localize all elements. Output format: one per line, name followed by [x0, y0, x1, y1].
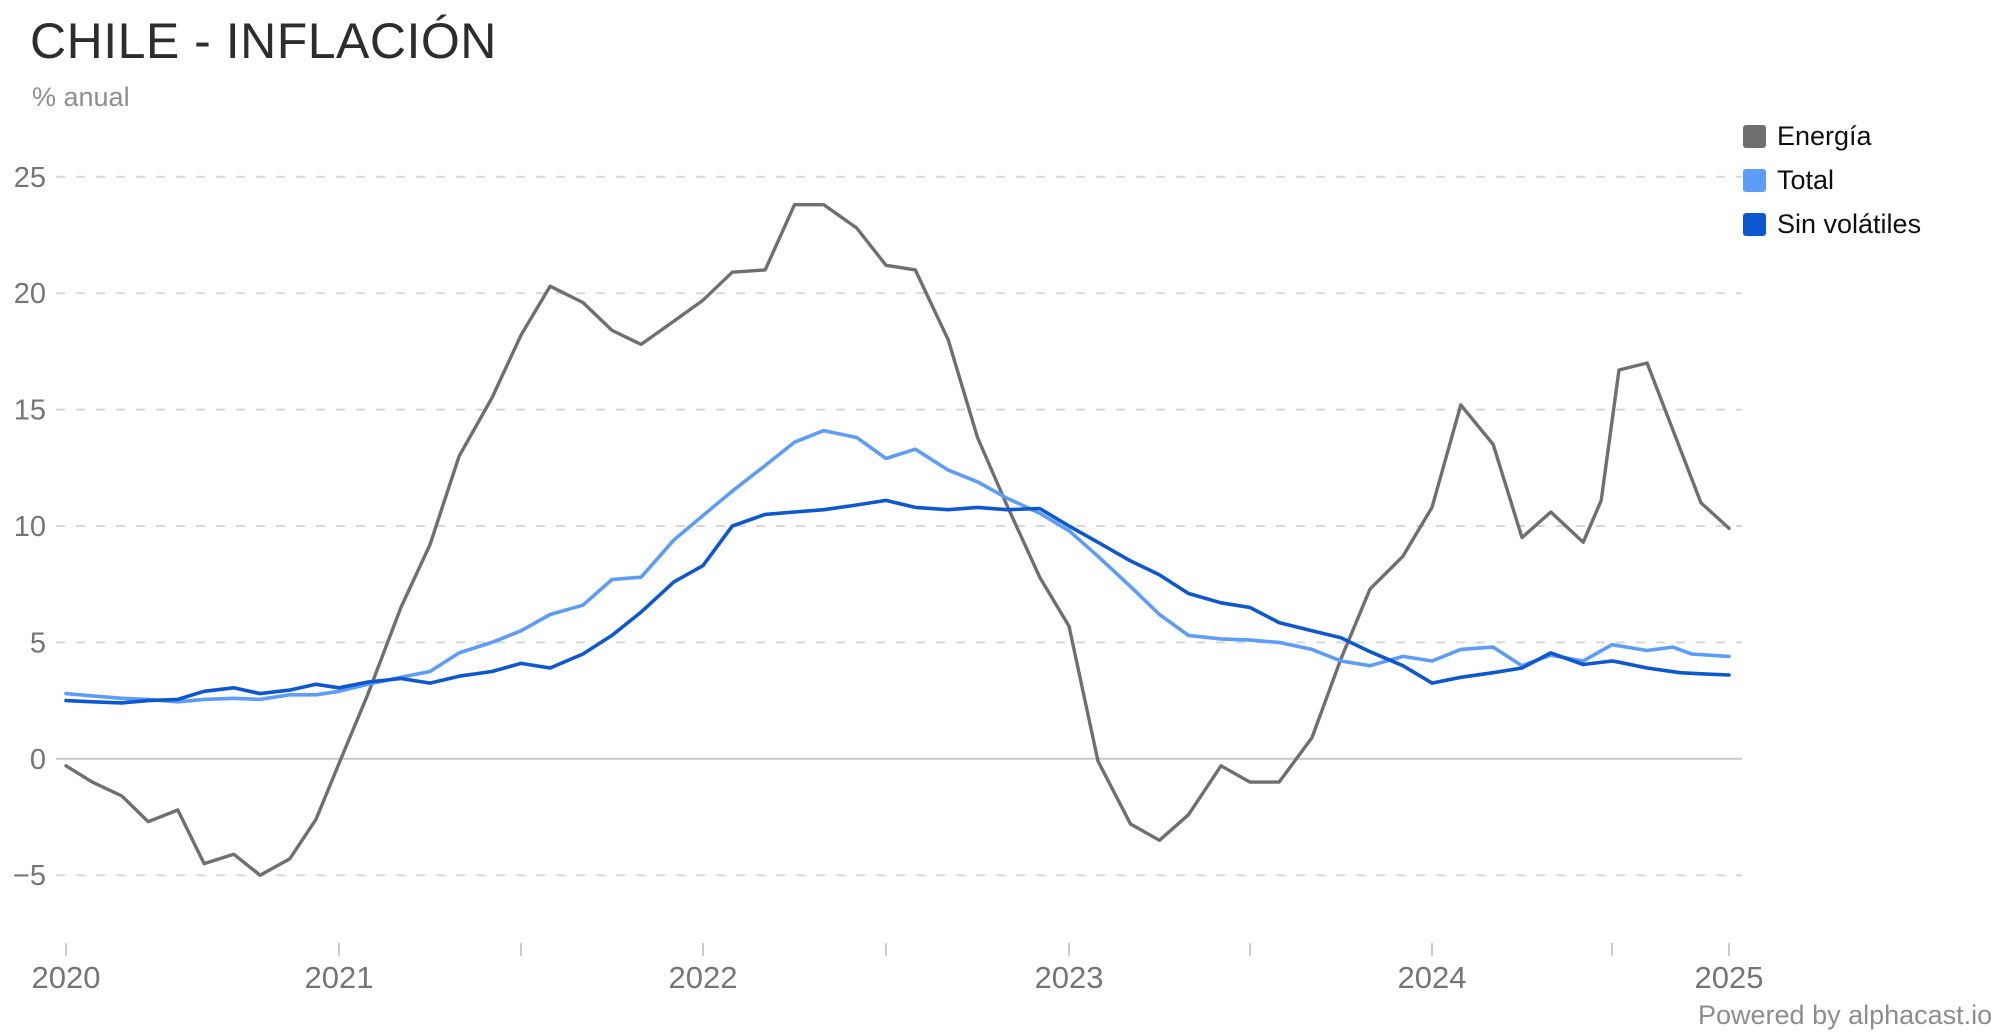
legend-swatch-total-icon [1743, 169, 1766, 192]
legend-item-energia[interactable]: Energía [1743, 121, 1921, 152]
gridlines [56, 175, 1742, 877]
svg-text:−5: −5 [13, 860, 46, 892]
legend-item-total[interactable]: Total [1743, 165, 1921, 196]
svg-text:25: 25 [14, 162, 46, 194]
series-line-total [64, 428, 1731, 704]
svg-text:2024: 2024 [1398, 960, 1467, 995]
svg-text:2022: 2022 [669, 960, 738, 995]
svg-text:10: 10 [14, 511, 46, 543]
series-line-sin-volátiles [64, 498, 1731, 705]
chart-legend: Energía Total Sin volátiles [1743, 121, 1921, 240]
legend-item-sin-volatiles[interactable]: Sin volátiles [1743, 209, 1921, 240]
svg-text:15: 15 [14, 395, 46, 427]
powered-by-link[interactable]: Powered by alphacast.io [1698, 1000, 1993, 1030]
svg-text:2020: 2020 [32, 960, 101, 995]
legend-label: Sin volátiles [1777, 209, 1922, 239]
svg-text:2021: 2021 [305, 960, 374, 995]
svg-text:2025: 2025 [1695, 960, 1764, 995]
page-title: CHILE - INFLACIÓN [30, 13, 497, 69]
legend-label: Energía [1777, 121, 1872, 151]
legend-swatch-energia-icon [1743, 125, 1766, 148]
y-axis-labels: 25 20 15 10 5 0 −5 [13, 162, 46, 892]
chart-subtitle: % anual [32, 82, 130, 112]
svg-text:20: 20 [14, 278, 46, 310]
svg-text:2023: 2023 [1035, 960, 1104, 995]
legend-label: Total [1777, 165, 1835, 195]
legend-swatch-sin-volatiles-icon [1743, 213, 1766, 236]
svg-text:0: 0 [30, 744, 46, 776]
x-axis: 2020 2021 2022 2023 2024 2025 [32, 943, 1764, 995]
svg-text:5: 5 [30, 627, 46, 659]
series-line-energía [64, 202, 1731, 877]
